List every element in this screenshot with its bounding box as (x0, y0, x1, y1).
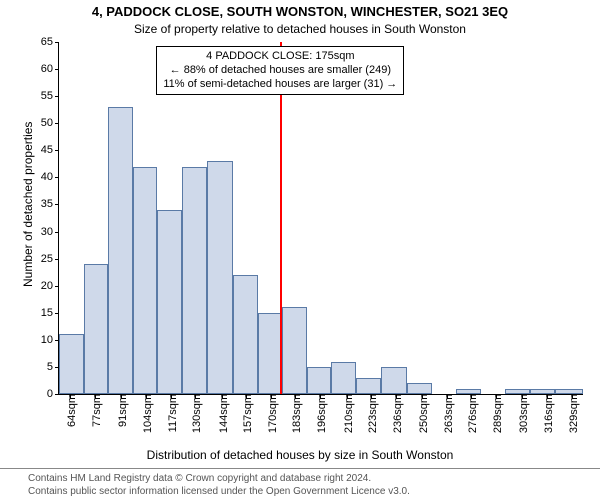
xtick-mark (547, 394, 548, 398)
ytick-mark (55, 232, 59, 233)
xtick-mark (496, 394, 497, 398)
ytick-mark (55, 69, 59, 70)
annotation-line-3: 11% of semi-detached houses are larger (… (163, 78, 397, 92)
ytick-mark (55, 259, 59, 260)
xtick-mark (171, 394, 172, 398)
histogram-bar (133, 167, 158, 394)
ytick-mark (55, 204, 59, 205)
xtick-mark (371, 394, 372, 398)
xtick-mark (522, 394, 523, 398)
xtick-label: 91sqm (113, 394, 129, 427)
chart-title: 4, PADDOCK CLOSE, SOUTH WONSTON, WINCHES… (0, 4, 600, 19)
xtick-mark (447, 394, 448, 398)
chart-container: 4, PADDOCK CLOSE, SOUTH WONSTON, WINCHES… (0, 0, 600, 500)
histogram-bar (381, 367, 407, 394)
xtick-label: 303sqm (514, 394, 530, 433)
footer-line-1: Contains HM Land Registry data © Crown c… (28, 473, 594, 486)
histogram-bar (307, 367, 332, 394)
x-axis-label: Distribution of detached houses by size … (0, 448, 600, 462)
histogram-bar (207, 161, 233, 394)
xtick-label: 250sqm (414, 394, 430, 433)
xtick-label: 104sqm (138, 394, 154, 433)
chart-subtitle: Size of property relative to detached ho… (0, 22, 600, 36)
xtick-mark (146, 394, 147, 398)
ytick-mark (55, 42, 59, 43)
ytick-mark (55, 96, 59, 97)
xtick-label: 223sqm (363, 394, 379, 433)
xtick-mark (246, 394, 247, 398)
histogram-bar (407, 383, 432, 394)
xtick-label: 144sqm (214, 394, 230, 433)
xtick-label: 329sqm (564, 394, 580, 433)
xtick-label: 170sqm (263, 394, 279, 433)
plot-area: 0510152025303540455055606564sqm77sqm91sq… (58, 42, 583, 395)
histogram-bar (555, 389, 583, 394)
xtick-label: 183sqm (287, 394, 303, 433)
histogram-bar (530, 389, 555, 394)
histogram-bar (331, 362, 356, 394)
xtick-mark (471, 394, 472, 398)
footer-line-2: Contains public sector information licen… (28, 486, 594, 499)
xtick-mark (195, 394, 196, 398)
xtick-mark (121, 394, 122, 398)
ytick-mark (55, 123, 59, 124)
ytick-mark (55, 286, 59, 287)
xtick-label: 316sqm (539, 394, 555, 433)
xtick-label: 130sqm (187, 394, 203, 433)
ytick-mark (55, 394, 59, 395)
xtick-label: 117sqm (163, 394, 179, 432)
histogram-bar (59, 334, 84, 394)
xtick-label: 64sqm (62, 394, 78, 427)
y-axis-label: Number of detached properties (21, 147, 35, 287)
annotation-box: 4 PADDOCK CLOSE: 175sqm ← 88% of detache… (156, 46, 404, 95)
histogram-bar (282, 307, 307, 394)
ytick-mark (55, 150, 59, 151)
xtick-mark (572, 394, 573, 398)
xtick-mark (347, 394, 348, 398)
xtick-mark (70, 394, 71, 398)
xtick-mark (95, 394, 96, 398)
xtick-label: 157sqm (238, 394, 254, 433)
annotation-line-2: ← 88% of detached houses are smaller (24… (163, 64, 397, 78)
histogram-bar (108, 107, 133, 394)
histogram-bar (505, 389, 530, 394)
xtick-mark (396, 394, 397, 398)
xtick-mark (320, 394, 321, 398)
xtick-mark (422, 394, 423, 398)
histogram-bar (456, 389, 481, 394)
xtick-mark (271, 394, 272, 398)
footer: Contains HM Land Registry data © Crown c… (0, 468, 600, 498)
histogram-bar (258, 313, 283, 394)
xtick-label: 236sqm (388, 394, 404, 433)
xtick-label: 196sqm (312, 394, 328, 433)
xtick-mark (295, 394, 296, 398)
annotation-line-1: 4 PADDOCK CLOSE: 175sqm (163, 50, 397, 64)
histogram-bar (157, 210, 182, 394)
ytick-mark (55, 313, 59, 314)
xtick-mark (222, 394, 223, 398)
xtick-label: 77sqm (87, 394, 103, 427)
histogram-bar (182, 167, 207, 394)
xtick-label: 210sqm (339, 394, 355, 433)
histogram-bar (84, 264, 109, 394)
ytick-mark (55, 177, 59, 178)
xtick-label: 263sqm (439, 394, 455, 433)
xtick-label: 289sqm (488, 394, 504, 433)
histogram-bar (233, 275, 258, 394)
histogram-bar (356, 378, 381, 394)
xtick-label: 276sqm (463, 394, 479, 433)
